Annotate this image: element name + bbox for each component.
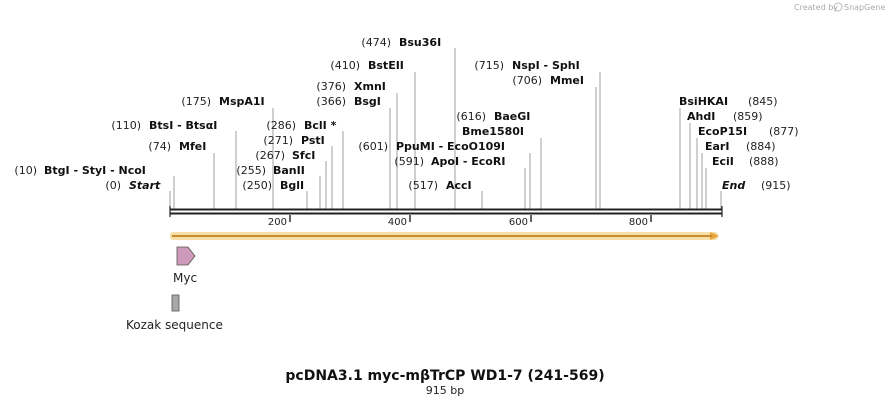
site-name[interactable]: Bsu36I <box>399 36 441 49</box>
site-name[interactable]: BstEII <box>368 59 404 72</box>
site-name[interactable]: Bme1580I <box>462 125 524 138</box>
feature-label: Myc <box>173 271 197 285</box>
site-name[interactable]: BaeGI <box>494 110 530 123</box>
site-name[interactable]: EcoP15I <box>698 125 747 138</box>
site-name: End <box>722 179 745 192</box>
site-pos: (884) <box>746 140 776 153</box>
orf-arrow[interactable] <box>170 232 719 240</box>
tick-label: 400 <box>388 217 407 228</box>
site-pos: (591) <box>394 155 424 168</box>
feature-myc[interactable]: Myc <box>173 246 197 285</box>
site-pos: (915) <box>761 179 791 192</box>
site-name[interactable]: AccI <box>446 179 472 192</box>
site-pos: (410) <box>330 59 360 72</box>
site-pos: (601) <box>358 140 388 153</box>
site-pos: (859) <box>733 110 763 123</box>
site-pos: (0) <box>105 179 121 192</box>
tick-label: 800 <box>629 217 648 228</box>
credit-brand: SnapGene <box>844 3 885 12</box>
site-pos: (616) <box>456 110 486 123</box>
site-pos: (706) <box>512 74 542 87</box>
site-name[interactable]: BsgI <box>354 95 381 108</box>
site-name[interactable]: ApoI - EcoRI <box>431 155 505 168</box>
site-name[interactable]: PstI <box>301 134 325 147</box>
site-pos: (517) <box>408 179 438 192</box>
site-pos: (474) <box>361 36 391 49</box>
site-name[interactable]: BglI <box>280 179 304 192</box>
site-pos: (715) <box>474 59 504 72</box>
site-pos: (74) <box>148 140 171 153</box>
site-name[interactable]: XmnI <box>354 80 386 93</box>
tick-label: 600 <box>509 217 528 228</box>
credit-prefix: Created by <box>794 3 838 12</box>
site-pos: (286) <box>266 119 296 132</box>
site-pos: (376) <box>316 80 346 93</box>
ruler: 200 400 600 800 <box>268 215 652 228</box>
site-name: Start <box>129 179 161 192</box>
site-name[interactable]: AhdI <box>687 110 715 123</box>
feature-label: Kozak sequence <box>126 318 223 332</box>
dna-backbone <box>169 206 723 217</box>
restriction-sites: (474) Bsu36I (410) BstEII (715) NspI - S… <box>14 36 798 192</box>
site-name[interactable]: BclI * <box>304 119 337 132</box>
site-name[interactable]: BtgI - StyI - NcoI <box>44 164 146 177</box>
sequence-length: 915 bp <box>426 384 464 397</box>
site-name[interactable]: MmeI <box>550 74 584 87</box>
site-name[interactable]: EarI <box>705 140 729 153</box>
site-pos: (366) <box>316 95 346 108</box>
site-pos: (271) <box>263 134 293 147</box>
site-name[interactable]: NspI - SphI <box>512 59 580 72</box>
site-name[interactable]: BsiHKAI <box>679 95 728 108</box>
site-pos: (175) <box>181 95 211 108</box>
site-pos: (888) <box>749 155 779 168</box>
site-pos: (10) <box>14 164 37 177</box>
page-title: pcDNA3.1 myc-mβTrCP WD1-7 (241-569) <box>285 368 604 384</box>
site-pos: (250) <box>242 179 272 192</box>
site-pos: (877) <box>769 125 799 138</box>
credit: Created by SnapGene <box>794 2 885 12</box>
site-name[interactable]: MspA1I <box>219 95 265 108</box>
myc-arrow-icon[interactable] <box>176 246 196 266</box>
site-name[interactable]: MfeI <box>179 140 206 153</box>
site-name[interactable]: PpuMI - EcoO109I <box>396 140 505 153</box>
kozak-box-icon[interactable] <box>171 294 180 312</box>
site-name[interactable]: SfcI <box>292 149 315 162</box>
snapgene-logo-icon <box>833 2 843 12</box>
site-pos: (110) <box>111 119 141 132</box>
site-name[interactable]: EciI <box>712 155 734 168</box>
site-pos: (255) <box>236 164 266 177</box>
site-pos: (267) <box>255 149 285 162</box>
tick-label: 200 <box>268 217 287 228</box>
feature-kozak[interactable]: Kozak sequence <box>126 294 223 332</box>
leader-lines <box>169 48 722 210</box>
site-name[interactable]: BanII <box>273 164 305 177</box>
site-name[interactable]: BtsI - BtsαI <box>149 119 217 132</box>
site-pos: (845) <box>748 95 778 108</box>
